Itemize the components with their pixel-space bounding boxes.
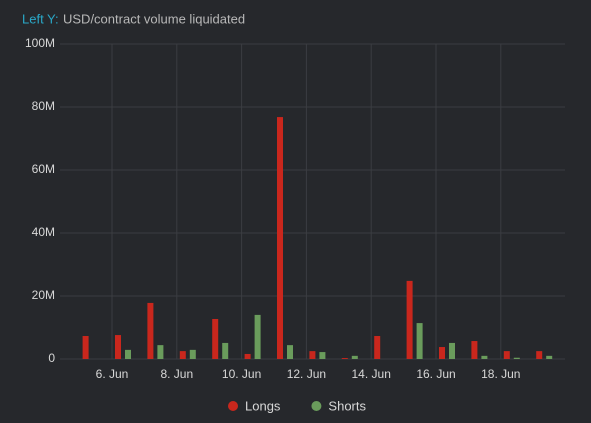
x-tick-label: 10. Jun <box>222 367 261 381</box>
x-tick-label: 8. Jun <box>160 367 193 381</box>
bar <box>439 347 445 359</box>
bar <box>351 355 358 359</box>
bar <box>406 280 413 359</box>
chart-title: USD/contract volume liquidated <box>63 11 245 26</box>
bar <box>179 351 186 359</box>
x-tick-label: 14. Jun <box>352 367 391 381</box>
y-tick-label: 100M <box>25 36 55 50</box>
bar <box>416 323 423 359</box>
legend-marker[interactable] <box>228 401 238 411</box>
bar <box>115 335 121 359</box>
x-tick-label: 16. Jun <box>416 367 455 381</box>
x-tick-label: 6. Jun <box>96 367 129 381</box>
x-tick-label: 18. Jun <box>481 367 520 381</box>
x-tick-label: 12. Jun <box>287 367 326 381</box>
bar <box>147 302 154 359</box>
y-tick-label: 80M <box>32 99 55 113</box>
bar <box>374 336 381 359</box>
bar <box>471 341 478 359</box>
legend-label[interactable]: Longs <box>245 398 281 413</box>
legend-label[interactable]: Shorts <box>328 398 366 413</box>
bar <box>157 345 164 359</box>
bar <box>536 351 543 359</box>
bar <box>481 355 488 359</box>
y-tick-label: 0 <box>48 351 55 365</box>
bar <box>449 342 455 359</box>
y-tick-label: 20M <box>32 288 55 302</box>
axis-prefix: Left Y: <box>22 11 59 26</box>
bar <box>125 349 131 359</box>
bar <box>222 342 229 359</box>
y-tick-label: 60M <box>32 162 55 176</box>
bar <box>82 336 89 359</box>
bar <box>309 351 316 359</box>
bar <box>212 318 219 359</box>
bar <box>277 117 283 359</box>
y-tick-label: 40M <box>32 225 55 239</box>
bar <box>503 351 510 359</box>
bar <box>189 349 196 359</box>
bar <box>244 353 251 359</box>
bar <box>546 355 553 359</box>
legend-marker[interactable] <box>311 401 322 411</box>
bar <box>341 358 348 359</box>
bar <box>319 352 326 359</box>
bar <box>254 314 261 359</box>
bar <box>287 345 293 359</box>
bar <box>513 357 520 359</box>
